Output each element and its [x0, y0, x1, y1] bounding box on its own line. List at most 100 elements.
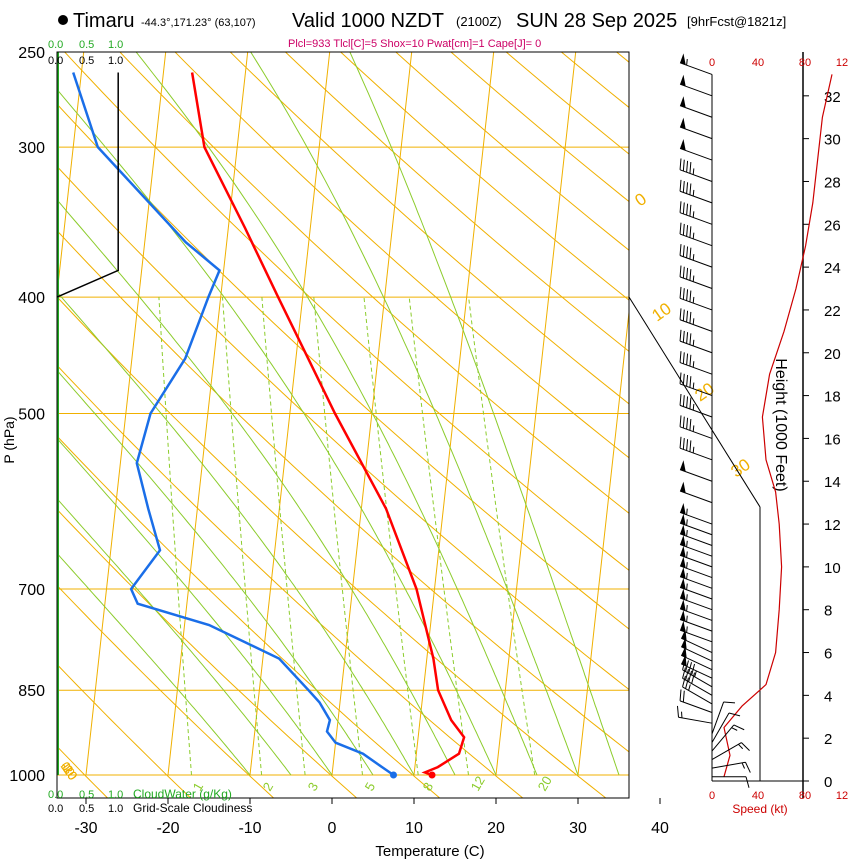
temperature-tick-label: 40 [651, 820, 669, 837]
height-tick-label: 26 [824, 217, 841, 234]
wind-barb-staff [679, 233, 713, 247]
dry-adiabat-label: 20 [691, 379, 717, 405]
height-tick-label: 28 [824, 174, 841, 191]
wind-barb-half-flag [686, 604, 688, 612]
mixing-ratio-line [468, 297, 536, 776]
wind-barb [679, 179, 713, 204]
wind-barb [679, 513, 713, 536]
cloud-water-scale-top: 0.0 [48, 39, 63, 51]
y-axis-label: P (hPa) [1, 416, 17, 463]
wind-barb-flag [733, 724, 745, 731]
dry-adiabat-line [57, 508, 358, 798]
wind-barb-flag [682, 330, 685, 343]
pressure-tick-label: 700 [18, 582, 45, 599]
dry-adiabat-label: 10 [648, 299, 674, 325]
wind-barb-half-flag [692, 318, 695, 325]
forecast-info: [9hrFcst@1821z] [687, 14, 786, 29]
dewpoint-profile [72, 72, 395, 777]
wind-barb [679, 74, 713, 97]
moist-adiabat-line [250, 52, 579, 776]
wind-barb-flag [682, 288, 685, 300]
wind-barb [682, 675, 713, 705]
wind-barb-staff [711, 724, 735, 752]
wind-barb [711, 701, 736, 735]
height-tick-label: 8 [824, 603, 832, 620]
dry-adiabat-label: 30 [727, 455, 753, 481]
wind-barb-pennant [680, 599, 686, 611]
wind-barb-half-flag [738, 743, 744, 750]
height-tick-label: 0 [824, 774, 832, 791]
wind-barb [679, 436, 713, 461]
wind-barb [711, 712, 741, 743]
cloudiness-scale-bottom: 0.5 [79, 803, 94, 815]
wind-barb-pennant [680, 513, 686, 526]
isotherm-line [0, 52, 2, 775]
wind-barb [679, 503, 713, 525]
wind-barb [711, 742, 750, 761]
wind-barb [679, 524, 713, 546]
speed-tick-top: 0 [709, 57, 715, 69]
wind-barb-half-flag [692, 275, 695, 282]
dry-adiabat-line [57, 296, 607, 798]
height-tick-label: 4 [824, 688, 832, 705]
height-tick-label: 12 [824, 517, 841, 534]
grid-lines [0, 52, 740, 798]
wind-barb-flag [679, 351, 682, 363]
wind-barb [679, 222, 713, 247]
isotherm-line [167, 52, 249, 776]
wind-barb [679, 308, 713, 332]
x-axis-label: Temperature (C) [375, 843, 484, 860]
wind-barb-staff [679, 255, 713, 268]
temperature-tick-label: 30 [569, 820, 587, 837]
wind-barb-flag [689, 376, 692, 388]
wind-barb-half-flag [692, 254, 695, 261]
wind-barb-staff [679, 190, 713, 204]
wind-barb-flag [689, 290, 692, 302]
wind-barb-flag [745, 776, 750, 788]
utc-time: (2100Z) [456, 14, 502, 29]
temperature-tick-label: -20 [156, 820, 179, 837]
height-tick-label: 2 [824, 731, 832, 748]
height-tick-label: 10 [824, 560, 841, 577]
wind-barb-flag [689, 311, 692, 324]
speed-axis-label: Speed (kt) [732, 802, 787, 816]
wind-barb [679, 53, 713, 75]
wind-barb-half-flag [686, 583, 688, 590]
wind-barb-pennant [680, 556, 686, 569]
isotherm-line [660, 52, 740, 775]
wind-barb-flag [689, 204, 692, 217]
cloudiness-trace [57, 72, 119, 298]
mixing-ratio-line [158, 297, 192, 776]
wind-barb-half-flag [692, 339, 695, 346]
wind-barb [679, 545, 713, 568]
wind-barb-flag [679, 393, 682, 406]
wind-barb-pennant [680, 610, 686, 622]
wind-barb-half-flag [692, 425, 695, 432]
mixing-ratio-label: 20 [535, 773, 555, 793]
temperature-tick-label: 10 [405, 820, 423, 837]
panel-connector-top [628, 296, 761, 508]
wind-barb-pennant [680, 577, 686, 590]
wind-barb-flag [686, 439, 689, 451]
dry-adiabat-line [57, 584, 275, 798]
dry-adiabat-line [57, 103, 629, 630]
wind-barb-flag [679, 689, 682, 701]
wind-barb-flag [679, 265, 682, 277]
wind-barb-half-flag [694, 670, 697, 677]
wind-barb-flag [686, 225, 689, 237]
wind-barb-flag [689, 269, 692, 281]
cloud-water-scale-bottom: 0.0 [48, 789, 63, 801]
wind-barb-flag [686, 160, 689, 173]
mixing-ratio-label: 12 [468, 773, 488, 793]
station-bullet [58, 15, 68, 25]
wind-barb-flag [679, 308, 682, 320]
pressure-tick-label: 1000 [9, 768, 45, 785]
wind-barb-flag [686, 246, 689, 258]
moist-adiabat-line [135, 52, 538, 776]
wind-barb-staff [711, 761, 746, 769]
wind-barb-flag [682, 181, 685, 193]
dry-adiabat-line [284, 52, 629, 352]
wind-barb [679, 567, 713, 589]
height-tick-label: 20 [824, 346, 841, 363]
height-tick-label: 18 [824, 389, 841, 406]
